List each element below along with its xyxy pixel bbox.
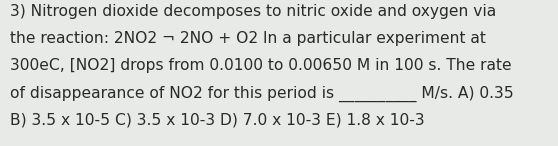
Text: 3) Nitrogen dioxide decomposes to nitric oxide and oxygen via: 3) Nitrogen dioxide decomposes to nitric… bbox=[10, 4, 496, 19]
Text: 300eC, [NO2] drops from 0.0100 to 0.00650 M in 100 s. The rate: 300eC, [NO2] drops from 0.0100 to 0.0065… bbox=[10, 58, 512, 73]
Text: the reaction: 2NO2 ¬ 2NO + O2 In a particular experiment at: the reaction: 2NO2 ¬ 2NO + O2 In a parti… bbox=[10, 31, 486, 46]
Text: of disappearance of NO2 for this period is __________ M/s. A) 0.35: of disappearance of NO2 for this period … bbox=[10, 85, 514, 102]
Text: B) 3.5 x 10-5 C) 3.5 x 10-3 D) 7.0 x 10-3 E) 1.8 x 10-3: B) 3.5 x 10-5 C) 3.5 x 10-3 D) 7.0 x 10-… bbox=[10, 112, 425, 127]
